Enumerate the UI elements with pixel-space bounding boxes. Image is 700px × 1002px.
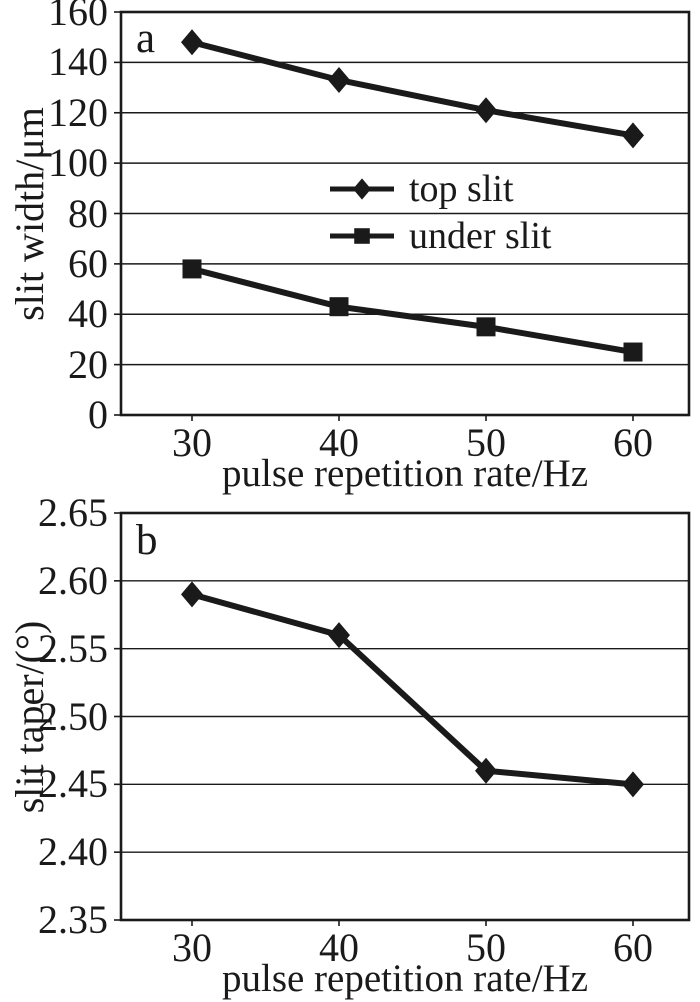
legend-item-under-slit: under slit <box>330 213 551 258</box>
series-line <box>189 39 636 139</box>
y-tick-label: 2.40 <box>38 829 108 875</box>
data-point-marker-diamond-icon <box>327 622 350 649</box>
x-tick-label: 50 <box>465 420 506 465</box>
y-tick-label: 60 <box>68 240 108 286</box>
y-tick-label: 120 <box>48 89 108 135</box>
x-axis-label-a: pulse repetition rate/Hz <box>221 452 589 495</box>
data-point-marker-diamond-icon <box>621 771 644 798</box>
y-tick-label: 2.45 <box>38 761 108 807</box>
data-point-marker-square-icon <box>329 297 349 317</box>
panel-letter-b: b <box>136 517 158 564</box>
plot-border <box>119 511 691 922</box>
y-tick-label: 2.55 <box>38 625 108 671</box>
plot-border <box>119 10 691 417</box>
y-tick-label: 2.50 <box>38 693 108 739</box>
data-point-marker-square-icon <box>476 317 496 337</box>
y-tick-label: 0 <box>88 392 108 437</box>
x-tick-label: 40 <box>318 925 359 970</box>
data-point-marker-diamond-icon <box>474 97 497 124</box>
legend-label-under-slit: under slit <box>409 214 552 257</box>
series-line <box>189 591 636 788</box>
x-tick-label: 40 <box>318 420 359 465</box>
data-point-marker-diamond-icon <box>352 177 372 200</box>
y-tick-label: 140 <box>48 39 108 85</box>
y-tick-label: 160 <box>48 0 108 34</box>
chart-panel-a: slit width/μm a top slit under slit puls… <box>7 0 691 495</box>
legend-label-top-slit: top slit <box>409 167 514 210</box>
legend-item-top-slit: top slit <box>330 166 551 211</box>
data-point-marker-diamond-icon <box>474 757 497 784</box>
x-tick-label: 50 <box>465 925 506 970</box>
y-tick-label: 2.60 <box>38 557 108 603</box>
y-tick-label: 2.35 <box>38 897 108 942</box>
y-tick-label: 80 <box>68 190 108 236</box>
y-tick-label: 40 <box>68 291 108 337</box>
panel-letter-a: a <box>136 15 156 62</box>
y-tick-label: 2.65 <box>38 490 108 535</box>
data-point-marker-square-icon <box>623 342 643 362</box>
x-tick-label: 60 <box>612 925 653 970</box>
x-tick-label: 30 <box>172 420 212 465</box>
data-point-marker-diamond-icon <box>181 581 203 608</box>
data-point-marker-square-icon <box>354 227 370 244</box>
chart-panel-b: slit taper/(°) b pulse repetition rate/H… <box>0 493 700 1002</box>
legend: top slit under slit <box>330 166 551 260</box>
plot-area-b <box>114 511 691 926</box>
plot-area-a <box>114 10 691 421</box>
data-point-marker-square-icon <box>182 259 202 279</box>
legend-swatch-top-slit <box>330 177 394 200</box>
series-line <box>189 265 636 356</box>
legend-swatch-under-slit <box>330 227 394 244</box>
data-point-marker-diamond-icon <box>327 67 350 94</box>
x-tick-label: 30 <box>172 925 212 970</box>
y-tick-label: 100 <box>48 140 108 186</box>
data-point-marker-diamond-icon <box>621 122 644 149</box>
y-tick-label: 20 <box>68 341 108 387</box>
x-axis-label-b: pulse repetition rate/Hz <box>221 957 589 1000</box>
x-tick-label: 60 <box>612 420 653 465</box>
data-point-marker-diamond-icon <box>181 29 203 56</box>
